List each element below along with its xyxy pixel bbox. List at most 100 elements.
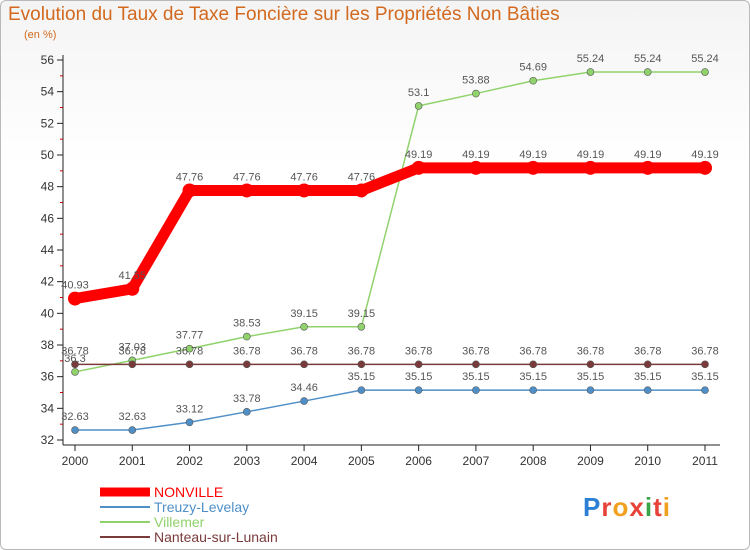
data-label: 49.19 [405, 149, 433, 161]
data-label: 36.78 [634, 345, 662, 357]
data-label: 36.78 [233, 345, 261, 357]
logo-letter: P [583, 492, 602, 522]
logo-letter: i [644, 492, 654, 522]
data-label: 55.24 [691, 53, 719, 65]
y-tick-label: 46 [41, 211, 55, 225]
data-point [243, 332, 251, 341]
data-label: 36.78 [462, 345, 490, 357]
data-point [68, 291, 82, 306]
series-line-treuzy-levelay [74, 389, 706, 431]
data-label: 36.78 [348, 345, 376, 357]
data-point [701, 386, 709, 394]
logo-letter: o [612, 492, 630, 522]
x-tick-label: 2001 [119, 454, 146, 468]
data-point [643, 386, 652, 394]
data-label: 36.78 [176, 345, 204, 357]
y-tick-label: 48 [41, 180, 55, 194]
data-point [472, 386, 480, 394]
legend-label: Villemer [154, 514, 205, 530]
data-label: 35.15 [348, 371, 376, 383]
data-label: 36.78 [405, 345, 433, 357]
data-label: 35.15 [405, 371, 433, 383]
data-label: 36.78 [119, 345, 147, 357]
logo-letter: i [662, 492, 671, 522]
y-tick-label: 38 [41, 338, 55, 352]
data-point [300, 360, 308, 369]
data-point [586, 386, 595, 394]
data-label: 41.55 [119, 270, 147, 282]
x-tick-label: 2009 [577, 454, 604, 468]
data-point [468, 160, 483, 175]
data-label: 37.77 [176, 330, 204, 342]
data-label: 49.19 [691, 149, 719, 161]
data-label: 37.03 [119, 341, 147, 353]
data-label: 36.78 [519, 345, 547, 357]
y-tick-label: 54 [41, 85, 55, 99]
data-label: 33.12 [176, 403, 204, 415]
data-label: 36.3 [64, 353, 85, 365]
y-tick-label: 42 [41, 275, 55, 289]
y-tick-label: 34 [41, 401, 55, 415]
data-label: 35.15 [634, 371, 662, 383]
data-point [125, 281, 140, 296]
data-point [185, 418, 194, 427]
data-point [586, 68, 595, 76]
data-label: 55.24 [577, 53, 605, 65]
y-tick-label: 36 [41, 370, 55, 384]
y-tick-label: 44 [41, 243, 55, 257]
data-point [472, 360, 480, 369]
logo-letter: r [601, 492, 613, 522]
x-tick-label: 2005 [348, 454, 375, 468]
data-point [300, 322, 308, 331]
x-tick-label: 2011 [692, 454, 718, 468]
data-point [354, 183, 369, 198]
data-label: 36.78 [691, 345, 719, 357]
chart-title: Evolution du Taux de Taxe Foncière sur l… [8, 4, 560, 25]
proxiti-logo: Proxiti [583, 492, 671, 523]
y-tick-label: 40 [41, 306, 55, 320]
data-point [182, 183, 197, 198]
legend-label: Treuzy-Levelay [154, 499, 249, 515]
data-point [300, 397, 308, 405]
data-point [357, 386, 366, 394]
data-point [701, 68, 709, 76]
data-point [185, 360, 194, 369]
data-label: 53.88 [462, 75, 490, 87]
logo-letter: t [653, 492, 663, 522]
y-tick-label: 52 [41, 116, 55, 130]
data-label: 49.19 [634, 149, 662, 161]
data-label: 53.1 [408, 87, 429, 99]
series-line-villemer [74, 71, 706, 373]
x-tick-label: 2004 [291, 454, 318, 468]
series-line-nonville [69, 162, 711, 305]
data-point [643, 360, 652, 369]
data-point [529, 360, 537, 369]
unit-label: (en %) [24, 29, 57, 41]
x-tick-label: 2008 [520, 454, 547, 468]
x-tick-label: 2006 [405, 454, 432, 468]
legend-label: NONVILLE [154, 484, 223, 500]
data-point [414, 360, 423, 369]
data-point [71, 368, 79, 376]
data-point [411, 160, 426, 175]
data-label: 35.15 [519, 371, 547, 383]
data-point [583, 160, 598, 175]
data-point [529, 386, 537, 394]
data-label: 32.63 [119, 411, 147, 423]
data-point [698, 160, 712, 175]
data-point [701, 360, 709, 369]
data-point [529, 76, 537, 85]
data-label: 47.76 [233, 171, 261, 183]
data-point [128, 426, 137, 434]
data-point [357, 322, 366, 331]
data-point [239, 183, 254, 198]
x-tick-label: 2002 [176, 454, 203, 468]
data-label: 47.76 [348, 171, 376, 183]
data-label: 38.53 [233, 318, 261, 330]
data-label: 40.93 [61, 280, 89, 292]
data-label: 33.78 [233, 393, 261, 405]
legend-label: Nanteau-sur-Lunain [154, 529, 278, 545]
data-point [357, 360, 366, 369]
data-label: 54.69 [519, 62, 547, 74]
